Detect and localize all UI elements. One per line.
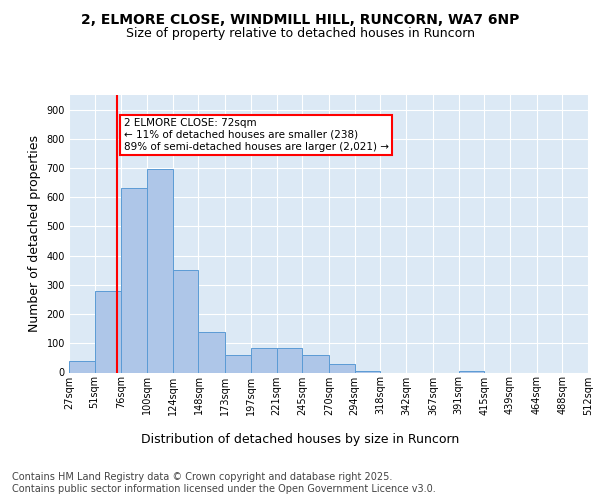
Y-axis label: Number of detached properties: Number of detached properties	[28, 135, 41, 332]
Bar	[302, 355, 329, 372]
Text: Contains public sector information licensed under the Open Government Licence v3: Contains public sector information licen…	[12, 484, 436, 494]
Bar	[355, 371, 380, 372]
Bar	[225, 355, 251, 372]
Text: 2, ELMORE CLOSE, WINDMILL HILL, RUNCORN, WA7 6NP: 2, ELMORE CLOSE, WINDMILL HILL, RUNCORN,…	[81, 12, 519, 26]
Bar	[69, 361, 95, 372]
Bar	[458, 371, 484, 372]
Bar	[251, 348, 277, 372]
Bar	[199, 332, 225, 372]
Bar	[95, 290, 121, 372]
Text: Distribution of detached houses by size in Runcorn: Distribution of detached houses by size …	[141, 432, 459, 446]
Bar	[277, 348, 302, 372]
Bar	[329, 364, 355, 372]
Bar	[147, 170, 173, 372]
Text: 2 ELMORE CLOSE: 72sqm
← 11% of detached houses are smaller (238)
89% of semi-det: 2 ELMORE CLOSE: 72sqm ← 11% of detached …	[124, 118, 389, 152]
Text: Contains HM Land Registry data © Crown copyright and database right 2025.: Contains HM Land Registry data © Crown c…	[12, 472, 392, 482]
Bar	[173, 270, 199, 372]
Text: Size of property relative to detached houses in Runcorn: Size of property relative to detached ho…	[125, 28, 475, 40]
Bar	[121, 188, 147, 372]
